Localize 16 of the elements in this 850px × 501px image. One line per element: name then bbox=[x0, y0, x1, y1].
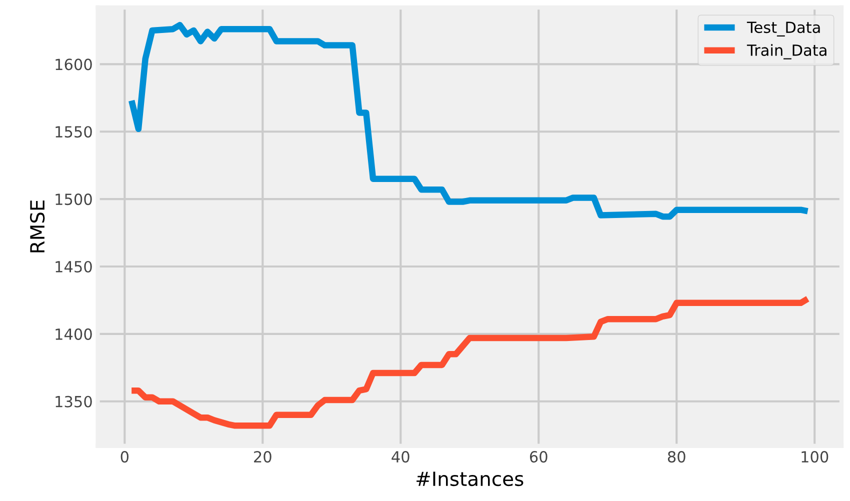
x-axis-title: #Instances bbox=[416, 472, 524, 486]
legend-label: Test_Data bbox=[746, 22, 820, 36]
y-tick-label: 1450 bbox=[56, 260, 92, 273]
x-tick-label: 20 bbox=[254, 451, 272, 463]
y-axis-title: RMSE bbox=[30, 200, 45, 252]
y-tick-label: 1400 bbox=[56, 328, 92, 340]
y-tick-label: 1500 bbox=[56, 194, 92, 206]
legend-label: Train_Data bbox=[746, 44, 826, 60]
x-tick-label: 0 bbox=[120, 451, 129, 463]
x-tick-label: 40 bbox=[392, 451, 410, 463]
y-tick-label: 1600 bbox=[56, 58, 92, 70]
y-tick-label: 1550 bbox=[56, 126, 92, 138]
x-tick-label: 60 bbox=[530, 451, 548, 463]
y-tick-label: 1350 bbox=[56, 396, 92, 408]
x-tick-label: 100 bbox=[802, 451, 828, 463]
x-tick-label: 80 bbox=[668, 451, 686, 463]
